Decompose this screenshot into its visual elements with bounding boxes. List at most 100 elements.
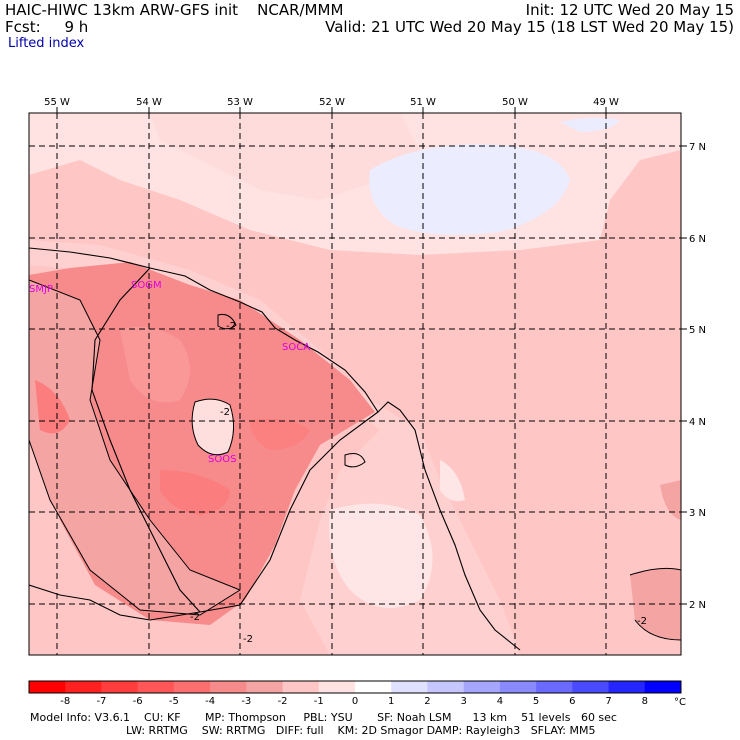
contour-label: -2 bbox=[190, 612, 200, 623]
colorbar-label: 3 bbox=[460, 696, 466, 707]
lon-label: 51 W bbox=[410, 97, 436, 108]
colorbar-swatch bbox=[355, 681, 392, 693]
colorbar-label: -6 bbox=[133, 696, 143, 707]
lat-lon-grid bbox=[29, 113, 681, 655]
lat-label: 3 N bbox=[689, 508, 706, 519]
colorbar-label: -8 bbox=[60, 696, 70, 707]
border-south bbox=[29, 584, 151, 621]
coastal-light-pocket2 bbox=[440, 460, 465, 502]
colorbar-frame bbox=[28, 680, 682, 694]
contour-label: -2 bbox=[220, 407, 230, 418]
colorbar-swatch bbox=[210, 681, 247, 693]
blue-zone bbox=[369, 144, 570, 235]
ticks bbox=[56, 107, 687, 605]
lon-labels: 55 W 54 W 53 W 52 W 51 W 50 W 49 W bbox=[44, 97, 619, 108]
colorbar-label: -1 bbox=[314, 696, 324, 707]
station-soca: SOCA bbox=[282, 342, 310, 353]
colorbar-swatch bbox=[572, 681, 609, 693]
colorbar-label: 4 bbox=[497, 696, 503, 707]
colorbar-label: -3 bbox=[241, 696, 251, 707]
border-suriname-guiana bbox=[91, 267, 201, 613]
colorbar-label: -7 bbox=[96, 696, 106, 707]
forecast-hour: Fcst: 9 h bbox=[5, 18, 89, 36]
colorbar-label: -2 bbox=[278, 696, 288, 707]
valid-time: Valid: 21 UTC Wed 20 May 15 (18 LST Wed … bbox=[325, 18, 734, 36]
colorbar-swatch bbox=[282, 681, 320, 693]
colorbar-label: 0 bbox=[352, 696, 358, 707]
lat-labels: 7 N 6 N 5 N 4 N 3 N 2 N bbox=[689, 142, 706, 611]
contour-label: -2 bbox=[226, 321, 236, 332]
soos-light-island bbox=[192, 399, 234, 455]
colorbar: -8 -7 -6 -5 -4 -3 -2 -1 0 1 2 3 4 5 6 7 8 bbox=[28, 680, 682, 707]
colorbar-swatch bbox=[608, 681, 646, 693]
contour-line-small bbox=[217, 314, 237, 330]
colorbar-swatch bbox=[427, 681, 465, 693]
station-sogm: SOGM bbox=[131, 280, 162, 291]
contour-line-soos bbox=[191, 398, 234, 456]
station-smjp: SMJP bbox=[29, 284, 53, 295]
model-title: HAIC-HIWC 13km ARW-GFS init NCAR/MMM bbox=[5, 1, 344, 19]
colorbar-label: 7 bbox=[605, 696, 611, 707]
contour-line-se bbox=[629, 567, 681, 641]
patch-c bbox=[250, 418, 310, 450]
e-dark-pocket bbox=[660, 480, 681, 520]
colorbar-swatch bbox=[137, 681, 175, 693]
patch-d bbox=[35, 380, 70, 434]
coastline-path bbox=[29, 247, 521, 651]
contour-line-west bbox=[29, 279, 242, 616]
border-guiana-brazil bbox=[149, 411, 379, 621]
light-zone-n2 bbox=[150, 113, 420, 200]
patch-b bbox=[160, 470, 230, 515]
lon-label: 54 W bbox=[136, 97, 162, 108]
colorbar-label: 8 bbox=[642, 696, 648, 707]
colorbar-label: 5 bbox=[533, 696, 539, 707]
lon-label: 53 W bbox=[227, 97, 253, 108]
colorbar-swatch bbox=[391, 681, 428, 693]
blue-zone-small bbox=[560, 117, 620, 132]
lat-label: 4 N bbox=[689, 417, 706, 428]
lifted-index-field bbox=[29, 113, 681, 655]
colorbar-swatch bbox=[173, 681, 211, 693]
colorbar-label: 6 bbox=[569, 696, 575, 707]
footer-physics-info: LW: RRTMG SW: RRTMG DIFF: full KM: 2D Sm… bbox=[126, 724, 596, 737]
colorbar-swatch bbox=[101, 681, 139, 693]
colorbar-swatch bbox=[246, 681, 283, 693]
colorbar-swatch bbox=[536, 681, 573, 693]
colorbar-swatch bbox=[644, 681, 682, 693]
contour-label: -2 bbox=[637, 616, 647, 627]
lat-label: 6 N bbox=[689, 234, 706, 245]
field-name: Lifted index bbox=[8, 36, 85, 51]
colorbar-swatch bbox=[463, 681, 501, 693]
colorbar-label: -4 bbox=[205, 696, 215, 707]
lon-label: 55 W bbox=[44, 97, 70, 108]
colorbar-swatch bbox=[318, 681, 356, 693]
se-dark-pocket bbox=[630, 568, 681, 640]
station-soos: SOOS bbox=[208, 454, 236, 465]
inland-mid-region bbox=[29, 280, 240, 615]
colorbar-swatch bbox=[65, 681, 102, 693]
colorbar-label: 1 bbox=[388, 696, 394, 707]
lat-label: 2 N bbox=[689, 600, 706, 611]
colorbar-swatch bbox=[499, 681, 537, 693]
map-frame bbox=[28, 112, 682, 656]
colorbar-label: -5 bbox=[169, 696, 179, 707]
coastal-light-pocket bbox=[329, 503, 433, 608]
colorbar-swatch bbox=[29, 681, 66, 693]
contour-label: -2 bbox=[243, 634, 253, 645]
lon-label: 52 W bbox=[319, 97, 345, 108]
contour-labels: -2 -2 -2 -2 -2 bbox=[190, 321, 647, 645]
lon-label: 50 W bbox=[502, 97, 528, 108]
contours bbox=[29, 279, 681, 641]
lat-label: 7 N bbox=[689, 142, 706, 153]
contour-line-small2 bbox=[344, 453, 366, 468]
lon-label: 49 W bbox=[593, 97, 619, 108]
coastline bbox=[29, 247, 521, 651]
colorbar-label: 2 bbox=[424, 696, 430, 707]
init-time: Init: 12 UTC Wed 20 May 15 bbox=[525, 1, 734, 19]
footer-model-info: Model Info: V3.6.1 CU: KF MP: Thompson P… bbox=[30, 711, 617, 724]
patch-a bbox=[120, 326, 190, 403]
station-labels: SMJP SOGM SOCA SOOS bbox=[29, 280, 310, 465]
colorbar-unit: °C bbox=[674, 697, 686, 708]
lat-label: 5 N bbox=[689, 325, 706, 336]
